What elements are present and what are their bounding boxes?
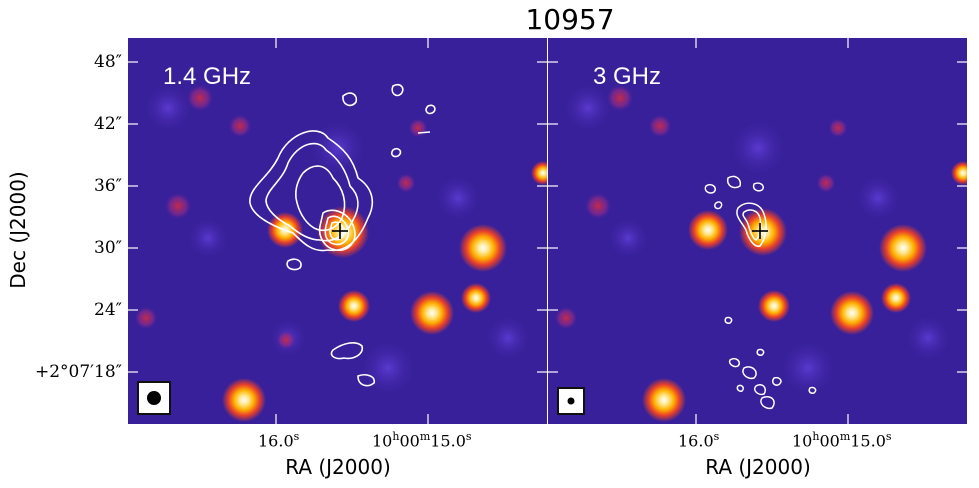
beam-ellipse-right [567,397,575,405]
radio-image-right [548,38,967,424]
dec-tick-36: 36″ [94,176,122,196]
beam-box-left [137,381,171,415]
y-axis-label: Dec (J2000) [6,171,30,289]
band-label-right: 3 GHz [593,63,662,90]
dec-tick-42: 42″ [94,114,122,134]
beam-box-right [557,387,585,415]
contours-right [704,175,817,410]
ra-tick-left-15: 10h00m15.0s [372,430,472,451]
contours-left [249,83,436,387]
figure-title: 10957 [525,3,615,36]
dec-tick-48: 48″ [94,52,122,72]
tick-marks-left [128,38,547,424]
radio-image-left [128,38,547,424]
x-axis-label-left: RA (J2000) [285,455,391,479]
panel-1-4ghz: 1.4 GHz [128,38,547,424]
x-axis-label-right: RA (J2000) [705,455,811,479]
beam-ellipse-left [147,391,161,405]
dec-tick-18: +2°07′18″ [34,362,122,382]
panel-3ghz: 3 GHz [548,38,967,424]
ra-tick-left-16: 16.0s [258,430,300,451]
dec-tick-24: 24″ [94,300,122,320]
source-cross-right [752,223,768,239]
dec-tick-30: 30″ [94,238,122,258]
source-cross-left [332,223,348,239]
ra-tick-right-16: 16.0s [678,430,720,451]
band-label-left: 1.4 GHz [163,63,252,90]
ra-tick-right-15: 10h00m15.0s [792,430,892,451]
tick-marks-right [548,38,967,424]
